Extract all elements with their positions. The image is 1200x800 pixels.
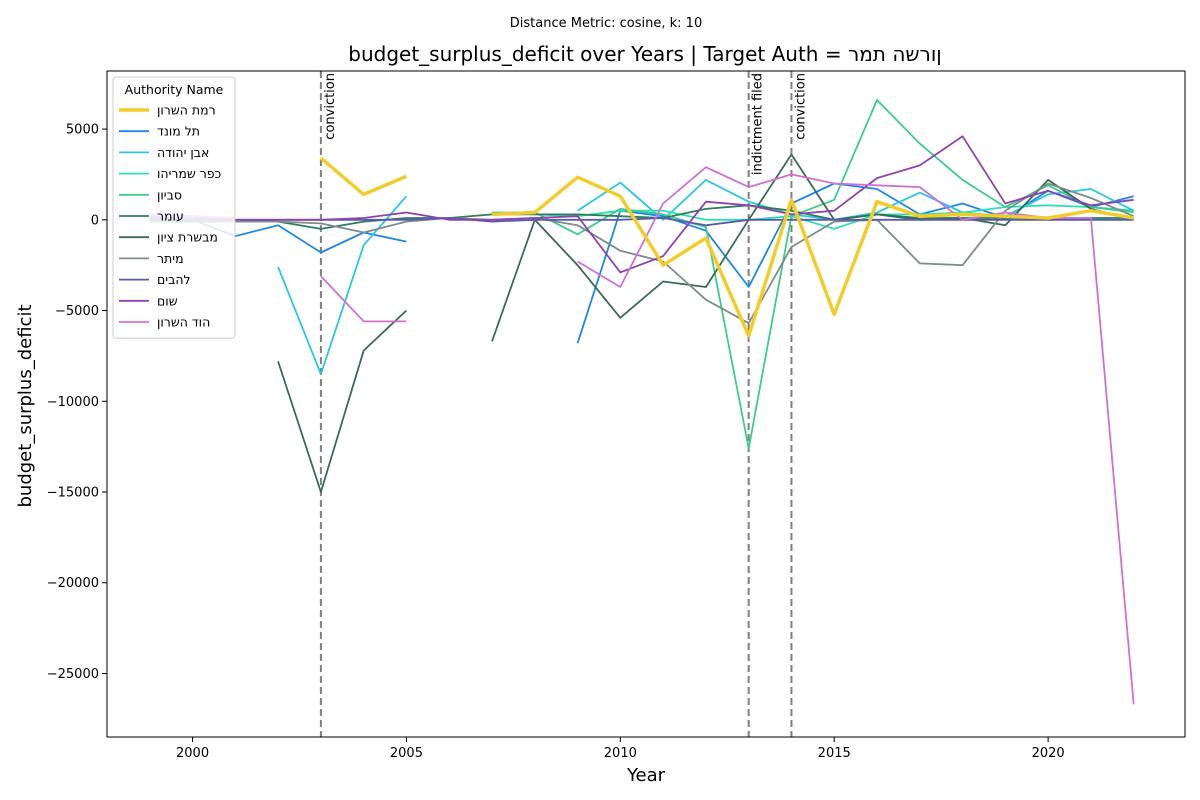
- legend-title: Authority Name: [125, 82, 224, 97]
- legend-entry: והירמש רפכ: [157, 166, 221, 181]
- legend-entry: ןורשה דוה: [157, 315, 210, 330]
- series-line: [149, 135, 1134, 274]
- series-lines: [149, 99, 1135, 705]
- y-tick-label: −5000: [55, 304, 99, 319]
- x-tick-label: 2010: [604, 746, 637, 761]
- series-line: [277, 153, 1134, 493]
- x-axis-title: Year: [626, 765, 666, 786]
- y-tick-label: 0: [91, 213, 99, 228]
- event-label: indictment filed: [751, 73, 766, 175]
- legend-entry: םיבהל: [157, 272, 191, 287]
- legend-box: [112, 76, 236, 339]
- event-label: conviction: [323, 73, 338, 140]
- x-tick-label: 2005: [390, 746, 423, 761]
- y-tick-label: −15000: [47, 486, 99, 501]
- y-tick-label: −10000: [47, 395, 99, 410]
- legend-entry: ןויבס: [157, 187, 182, 202]
- y-axis-title: budget_surplus_deficit: [15, 304, 36, 507]
- legend-entry: םוש: [157, 293, 178, 308]
- x-tick-label: 2020: [1032, 746, 1065, 761]
- event-label: conviction: [793, 73, 808, 140]
- plot-frame: [106, 70, 1186, 738]
- series-line: [149, 182, 1135, 325]
- series-line: [319, 156, 1134, 338]
- series-line: [492, 99, 1134, 450]
- legend-entry: הדוהי ןבא: [157, 145, 209, 160]
- legend: Authority Name ןורשה תמר דנומ לת הדוהי ןבא ו…: [112, 76, 236, 339]
- legend-entry: דנומ לת: [157, 124, 200, 139]
- chart-title: budget_surplus_deficit over Years | Targ…: [348, 42, 942, 66]
- y-tick-label: −20000: [47, 576, 99, 591]
- legend-entry: ןורשה תמר: [157, 103, 216, 118]
- legend-entry: רתימ: [157, 251, 184, 266]
- axis-ticks: 2000 2005 2010 2015 2020 5000 0 −5000 −10000 −150…: [47, 123, 1065, 761]
- x-tick-label: 2015: [818, 746, 851, 761]
- series-line: [149, 166, 1135, 705]
- y-tick-label: −25000: [47, 667, 99, 682]
- suptitle: Distance Metric: cosine, k: 10: [510, 16, 702, 31]
- event-markers: conviction indictment filed conviction: [319, 71, 808, 737]
- legend-entry: רמוע: [157, 209, 184, 224]
- y-tick-label: 5000: [66, 123, 99, 138]
- x-tick-label: 2000: [176, 746, 209, 761]
- legend-entry: ןויצ תרשבמ: [157, 230, 218, 245]
